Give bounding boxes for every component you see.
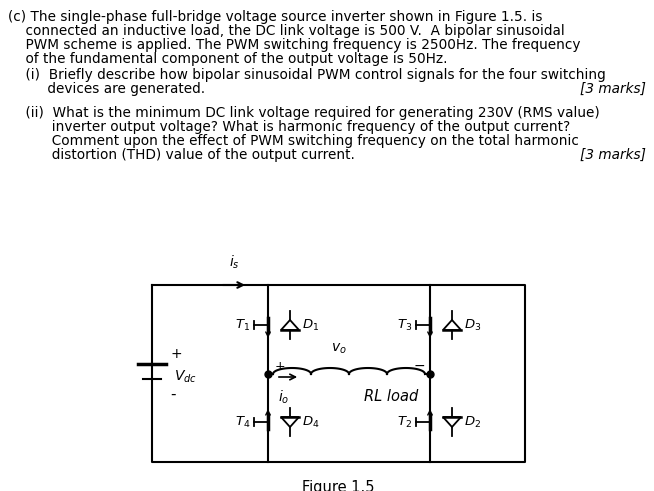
Text: $D_3$: $D_3$ [464,318,481,332]
Text: (c) The single-phase full-bridge voltage source inverter shown in Figure 1.5. is: (c) The single-phase full-bridge voltage… [8,10,543,24]
Text: (ii)  What is the minimum DC link voltage required for generating 230V (RMS valu: (ii) What is the minimum DC link voltage… [8,106,600,120]
Text: $V_{dc}$: $V_{dc}$ [174,369,197,385]
Text: [3 marks]: [3 marks] [580,148,646,162]
Text: -: - [170,386,175,402]
Text: $T_2$: $T_2$ [397,414,412,430]
Text: [3 marks]: [3 marks] [580,82,646,96]
Text: $D_4$: $D_4$ [302,414,320,430]
Text: $T_1$: $T_1$ [235,318,250,332]
Text: distortion (THD) value of the output current.: distortion (THD) value of the output cur… [8,148,355,162]
Text: −: − [413,359,425,373]
Text: inverter output voltage? What is harmonic frequency of the output current?: inverter output voltage? What is harmoni… [8,120,570,134]
Text: $D_2$: $D_2$ [464,414,481,430]
Text: +: + [275,359,286,373]
Text: $D_1$: $D_1$ [302,318,319,332]
Text: $T_4$: $T_4$ [235,414,250,430]
Text: devices are generated.: devices are generated. [8,82,205,96]
Text: $i_o$: $i_o$ [278,389,289,407]
Text: $i_s$: $i_s$ [229,253,239,271]
Text: $T_3$: $T_3$ [397,318,412,332]
Text: (i)  Briefly describe how bipolar sinusoidal PWM control signals for the four sw: (i) Briefly describe how bipolar sinusoi… [8,68,606,82]
Text: +: + [170,347,182,361]
Text: connected an inductive load, the DC link voltage is 500 V.  A bipolar sinusoidal: connected an inductive load, the DC link… [8,24,565,38]
Text: Comment upon the effect of PWM switching frequency on the total harmonic: Comment upon the effect of PWM switching… [8,134,579,148]
Text: $v_o$: $v_o$ [331,342,347,356]
Text: of the fundamental component of the output voltage is 50Hz.: of the fundamental component of the outp… [8,52,447,66]
Text: RL load: RL load [364,389,419,404]
Text: PWM scheme is applied. The PWM switching frequency is 2500Hz. The frequency: PWM scheme is applied. The PWM switching… [8,38,581,52]
Text: Figure 1.5: Figure 1.5 [301,480,374,491]
